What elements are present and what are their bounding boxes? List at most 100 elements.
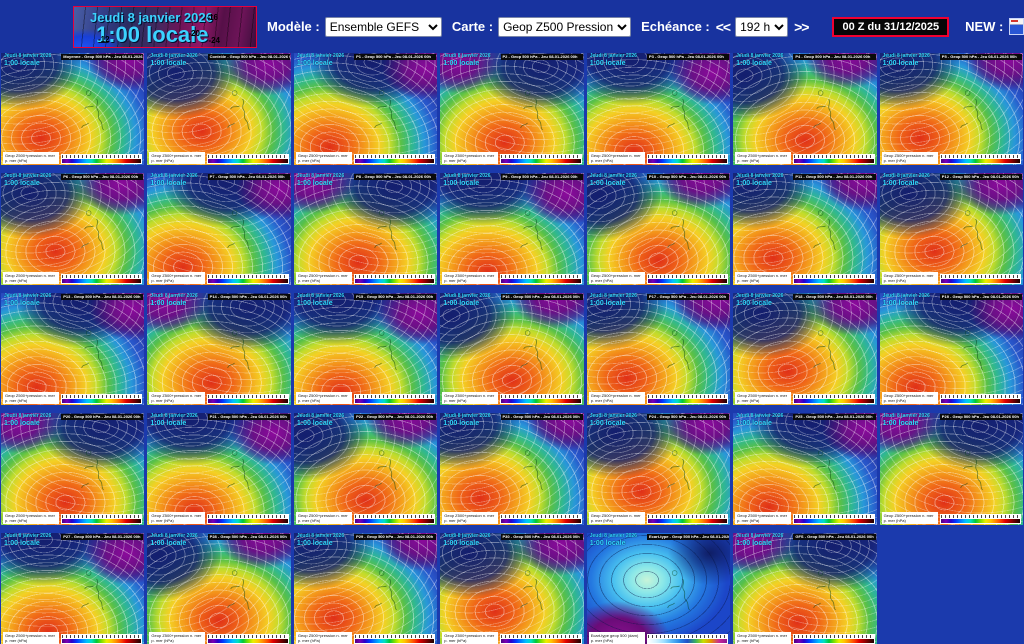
ensemble-map-panel-p21[interactable]: P21 - Geop 500 hPa - Jeu 08-01-2026 00h …: [147, 413, 291, 525]
map-valid-date: Jeudi 8 janvier 2026 1:00 locale: [736, 53, 784, 67]
map-caption: P9 - Geop 500 hPa - Jeu 08-01-2026 00h: [500, 174, 583, 180]
map-valid-date: Jeudi 8 janvier 2026 1:00 locale: [736, 533, 784, 547]
map-product-label: Geop Z500+pression n. mer p. mer (hPa): [881, 272, 938, 284]
map-color-legend: [353, 634, 436, 644]
ensemble-map-panel-p30[interactable]: P30 - Geop 500 hPa - Jeu 08-01-2026 00h …: [440, 533, 584, 644]
ensemble-map-panel-moyenne[interactable]: Moyenne - Geop 500 hPa - Jeu 08-01-2026 …: [1, 53, 145, 165]
ensemble-map-panel-p28[interactable]: P28 - Geop 500 hPa - Jeu 08-01-2026 00h …: [147, 533, 291, 644]
map-product-label: Geop Z500+pression n. mer p. mer (hPa): [442, 392, 499, 404]
coastline-overlay: [374, 330, 397, 371]
map-product-label: Geop Z500+pression n. mer p. mer (hPa): [735, 512, 792, 524]
coastline-overlay: [959, 450, 983, 491]
map-valid-date: Jeudi 8 janvier 2026 1:00 locale: [296, 533, 345, 547]
ensemble-map-panel-p5[interactable]: P5 - Geop 500 hPa - Jeu 08-01-2026 00h J…: [879, 53, 1023, 165]
ensemble-map-panel-p4[interactable]: P4 - Geop 500 hPa - Jeu 08-01-2026 00h J…: [733, 53, 877, 165]
ensemble-map-panel-p1[interactable]: P1 - Geop 500 hPa - Jeu 08-01-2026 00h J…: [293, 53, 438, 165]
map-valid-date: Jeudi 8 janvier 2026 1:00 locale: [736, 413, 784, 427]
legend-color-bar: [647, 639, 728, 643]
map-product-label: Geop Z500+pression n. mer p. mer (hPa): [442, 272, 499, 284]
coastline-overlay: [813, 450, 837, 491]
map-product-label: Geop Z500+pression n. mer p. mer (hPa): [149, 632, 206, 644]
map-product-label: Geop Z500+pression n. mer p. mer (hPa): [295, 392, 352, 404]
legend-color-bar: [208, 159, 288, 163]
echeance-next-button[interactable]: >>: [794, 18, 809, 35]
legend-color-bar: [354, 159, 435, 163]
ensemble-map-panel-p8[interactable]: P8 - Geop 500 hPa - Jeu 08-01-2026 00h J…: [293, 173, 438, 285]
ensemble-map-panel-p22[interactable]: P22 - Geop 500 hPa - Jeu 08-01-2026 00h …: [293, 413, 438, 525]
map-caption: P27 - Geop 500 hPa - Jeu 08-01-2026 00h: [61, 534, 144, 540]
ensemble-map-panel-gfs[interactable]: GFS - Geop 500 hPa - Jeu 08-01-2026 00h …: [733, 533, 877, 644]
echeance-prev-button[interactable]: <<: [715, 18, 731, 35]
weather-map-image: P29 - Geop 500 hPa - Jeu 08-01-2026 00h …: [293, 533, 438, 644]
map-color-legend: [500, 634, 582, 644]
legend-tick-labels: [354, 275, 435, 278]
temp-label: -24: [208, 35, 220, 45]
ensemble-map-panel-p7[interactable]: P7 - Geop 500 hPa - Jeu 08-01-2026 00h J…: [147, 173, 291, 285]
new-window-icon[interactable]: [1009, 18, 1024, 35]
legend-color-bar: [940, 279, 1020, 283]
model-select[interactable]: Ensemble GEFS: [324, 16, 442, 37]
ensemble-map-panel-p24[interactable]: P24 - Geop 500 hPa - Jeu 08-01-2026 00h …: [586, 413, 731, 525]
ensemble-map-panel-p26[interactable]: P26 - Geop 500 hPa - Jeu 08-01-2026 00h …: [879, 413, 1023, 525]
ensemble-map-panel-p9[interactable]: P9 - Geop 500 hPa - Jeu 08-01-2026 00h J…: [440, 173, 584, 285]
ensemble-map-panel-p18[interactable]: P18 - Geop 500 hPa - Jeu 08-01-2026 00h …: [733, 293, 877, 405]
legend-color-bar: [208, 399, 288, 403]
legend-tick-labels: [62, 395, 142, 398]
ensemble-map-panel-p6[interactable]: P6 - Geop 500 hPa - Jeu 08-01-2026 00h J…: [1, 173, 145, 285]
map-caption: P29 - Geop 500 hPa - Jeu 08-01-2026 00h: [354, 534, 437, 540]
legend-color-bar: [940, 159, 1020, 163]
map-valid-date: Jeudi 8 janvier 2026 1:00 locale: [589, 533, 637, 547]
weather-map-image: P20 - Geop 500 hPa - Jeu 08-01-2026 00h …: [1, 413, 145, 525]
ensemble-map-panel-p25[interactable]: P25 - Geop 500 hPa - Jeu 08-01-2026 00h …: [733, 413, 877, 525]
map-color-legend: [207, 514, 289, 524]
legend-color-bar: [647, 399, 728, 403]
map-product-label: Geop Z500+pression n. mer p. mer (hPa): [149, 392, 206, 404]
echeance-select[interactable]: 192 h: [735, 16, 789, 37]
weather-map-image: P18 - Geop 500 hPa - Jeu 08-01-2026 00h …: [733, 293, 877, 405]
map-valid-date: Jeudi 8 janvier 2026 1:00 locale: [296, 53, 345, 67]
map-valid-date: Jeudi 8 janvier 2026 1:00 locale: [443, 293, 491, 307]
map-caption: P15 - Geop 500 hPa - Jeu 08-01-2026 00h: [354, 294, 437, 300]
weather-map-image: P27 - Geop 500 hPa - Jeu 08-01-2026 00h …: [1, 533, 145, 644]
ensemble-map-panel-p2[interactable]: P2 - Geop 500 hPa - Jeu 08-01-2026 00h J…: [440, 53, 584, 165]
legend-tick-labels: [208, 515, 288, 518]
map-color-legend: [353, 154, 436, 164]
map-color-legend: [793, 394, 875, 404]
legend-tick-labels: [794, 395, 874, 398]
ensemble-map-panel-p3[interactable]: P3 - Geop 500 hPa - Jeu 08-01-2026 00h J…: [586, 53, 731, 165]
map-product-label: Geop Z500+pression n. mer p. mer (hPa): [295, 632, 352, 644]
ensemble-map-panel-p16[interactable]: P16 - Geop 500 hPa - Jeu 08-01-2026 00h …: [440, 293, 584, 405]
window-icon-body: [1010, 25, 1023, 34]
legend-tick-labels: [794, 515, 874, 518]
legend-tick-labels: [208, 635, 288, 638]
ensemble-map-panel-p10[interactable]: P10 - Geop 500 hPa - Jeu 08-01-2026 00h …: [586, 173, 731, 285]
weather-map-image: P5 - Geop 500 hPa - Jeu 08-01-2026 00h J…: [879, 53, 1023, 165]
ensemble-map-panel-contr-le[interactable]: Contrôle - Geop 500 hPa - Jeu 08-01-2026…: [147, 53, 291, 165]
ensemble-map-panel-ecart-type[interactable]: Ecart-type - Geop 500 hPa - Jeu 08-01-20…: [586, 533, 731, 644]
carte-select[interactable]: Geop Z500 Pression: [498, 16, 632, 37]
ensemble-map-panel-p13[interactable]: P13 - Geop 500 hPa - Jeu 08-01-2026 00h …: [1, 293, 145, 405]
ensemble-map-panel-p12[interactable]: P12 - Geop 500 hPa - Jeu 08-01-2026 00h …: [879, 173, 1023, 285]
legend-tick-labels: [794, 635, 874, 638]
valid-date-box: Jeudi 8 janvier 2026 1:00 locale -16 -12…: [73, 5, 257, 48]
ensemble-map-panel-p11[interactable]: P11 - Geop 500 hPa - Jeu 08-01-2026 00h …: [733, 173, 877, 285]
map-valid-date: Jeudi 8 janvier 2026 1:00 locale: [589, 413, 637, 427]
map-caption: P25 - Geop 500 hPa - Jeu 08-01-2026 00h: [793, 414, 876, 420]
ensemble-map-panel-p29[interactable]: P29 - Geop 500 hPa - Jeu 08-01-2026 00h …: [293, 533, 438, 644]
coastline-overlay: [227, 90, 251, 131]
ensemble-map-panel-p27[interactable]: P27 - Geop 500 hPa - Jeu 08-01-2026 00h …: [1, 533, 145, 644]
legend-color-bar: [501, 279, 581, 283]
map-valid-date: Jeudi 8 janvier 2026 1:00 locale: [4, 53, 52, 67]
ensemble-map-panel-p19[interactable]: P19 - Geop 500 hPa - Jeu 08-01-2026 00h …: [879, 293, 1023, 405]
map-caption: P5 - Geop 500 hPa - Jeu 08-01-2026 00h: [939, 54, 1022, 60]
map-caption: P1 - Geop 500 hPa - Jeu 08-01-2026 00h: [354, 54, 437, 60]
map-product-label: Geop Z500+pression n. mer p. mer (hPa): [3, 512, 59, 524]
coastline-overlay: [959, 330, 983, 371]
legend-color-bar: [62, 639, 142, 643]
ensemble-map-panel-p14[interactable]: P14 - Geop 500 hPa - Jeu 08-01-2026 00h …: [147, 293, 291, 405]
ensemble-map-panel-p17[interactable]: P17 - Geop 500 hPa - Jeu 08-01-2026 00h …: [586, 293, 731, 405]
map-valid-date: Jeudi 8 janvier 2026 1:00 locale: [296, 173, 345, 187]
ensemble-map-panel-p15[interactable]: P15 - Geop 500 hPa - Jeu 08-01-2026 00h …: [293, 293, 438, 405]
ensemble-map-panel-p20[interactable]: P20 - Geop 500 hPa - Jeu 08-01-2026 00h …: [1, 413, 145, 525]
ensemble-map-panel-p23[interactable]: P23 - Geop 500 hPa - Jeu 08-01-2026 00h …: [440, 413, 584, 525]
